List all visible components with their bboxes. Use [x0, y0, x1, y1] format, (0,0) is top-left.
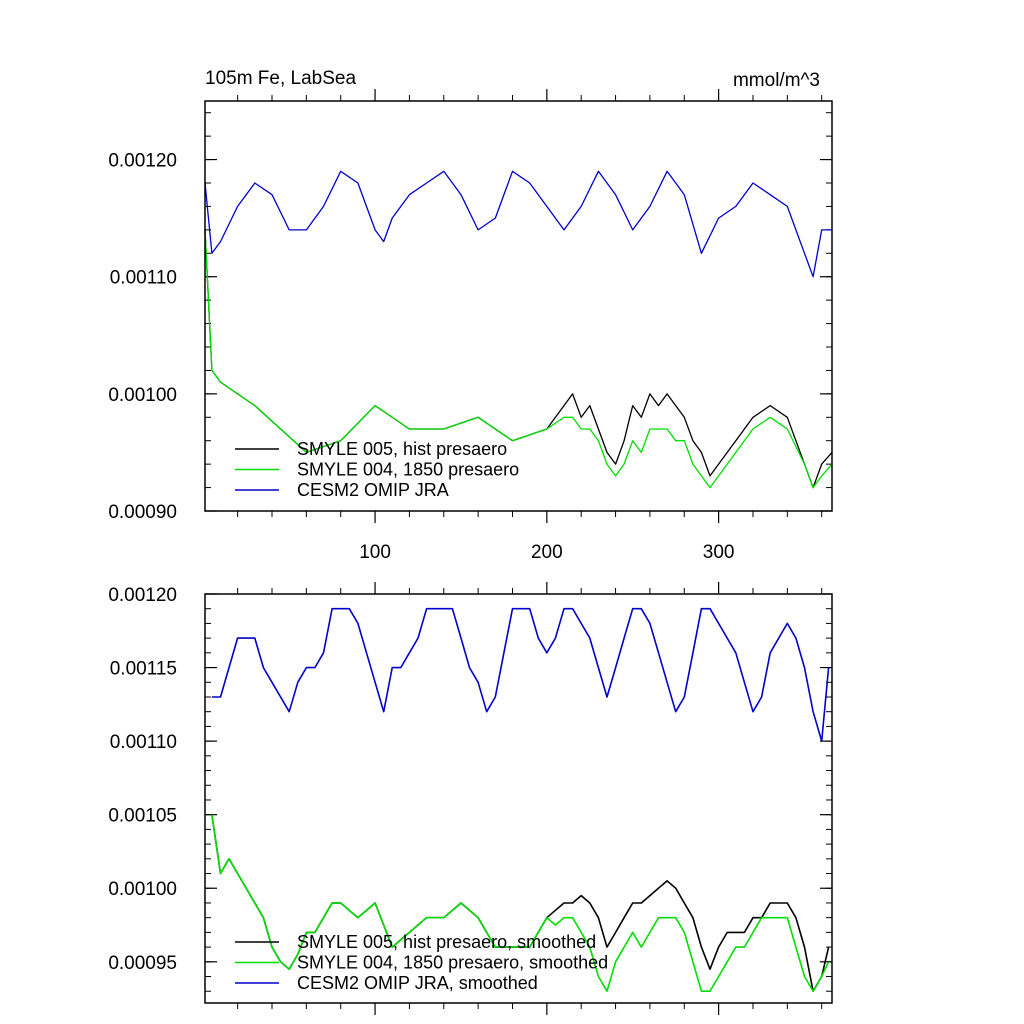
y-tick-label: 0.00095 — [108, 953, 177, 974]
series-line-1 — [204, 229, 833, 489]
legend-label: CESM2 OMIP JRA — [297, 480, 449, 500]
y-tick-label: 0.00100 — [108, 879, 177, 900]
legend-label: SMYLE 005, hist presaero, smoothed — [297, 932, 596, 952]
units-label: mmol/m^3 — [733, 70, 820, 91]
legend-label: CESM2 OMIP JRA, smoothed — [297, 973, 538, 993]
series-line-2 — [204, 170, 832, 278]
y-tick-label: 0.00115 — [110, 659, 177, 680]
series-line-2 — [211, 607, 830, 742]
y-tick-label: 0.00120 — [108, 151, 177, 172]
y-tick-label: 0.00105 — [108, 806, 177, 827]
bottom-series-lines — [211, 607, 830, 993]
panel-bottom: 0.00095 0.00100 0.00105 0.00110 0.00115 0.001… — [108, 582, 833, 1015]
x-tick-label: 200 — [531, 542, 563, 563]
chart-title: 105m Fe, LabSea — [205, 68, 356, 89]
y-tick-label: 0.00110 — [110, 268, 177, 289]
bottom-legend: SMYLE 005, hist presaero, smoothedSMYLE … — [235, 932, 608, 993]
top-plot-frame — [204, 100, 833, 512]
panel-top: 105m Fe, LabSea mmol/m^3 0.00090 0.00100 0… — [108, 68, 833, 563]
bottom-plot-frame — [204, 593, 833, 1004]
legend-label: SMYLE 005, hist presaero — [297, 439, 507, 459]
y-tick-label: 0.00120 — [108, 585, 177, 606]
y-tick-label: 0.00110 — [110, 732, 177, 753]
y-tick-label: 0.00100 — [108, 385, 177, 406]
x-tick-label: 100 — [359, 542, 391, 563]
series-line-1 — [211, 814, 830, 993]
x-tick-label: 300 — [703, 542, 735, 563]
y-tick-label: 0.00090 — [108, 502, 177, 523]
legend-label: SMYLE 004, 1850 presaero, smoothed — [297, 953, 608, 973]
legend-label: SMYLE 004, 1850 presaero — [297, 460, 519, 480]
top-series-lines — [204, 170, 833, 489]
bottom-ticks: 0.00095 0.00100 0.00105 0.00110 0.00115 0.001… — [108, 582, 832, 1015]
